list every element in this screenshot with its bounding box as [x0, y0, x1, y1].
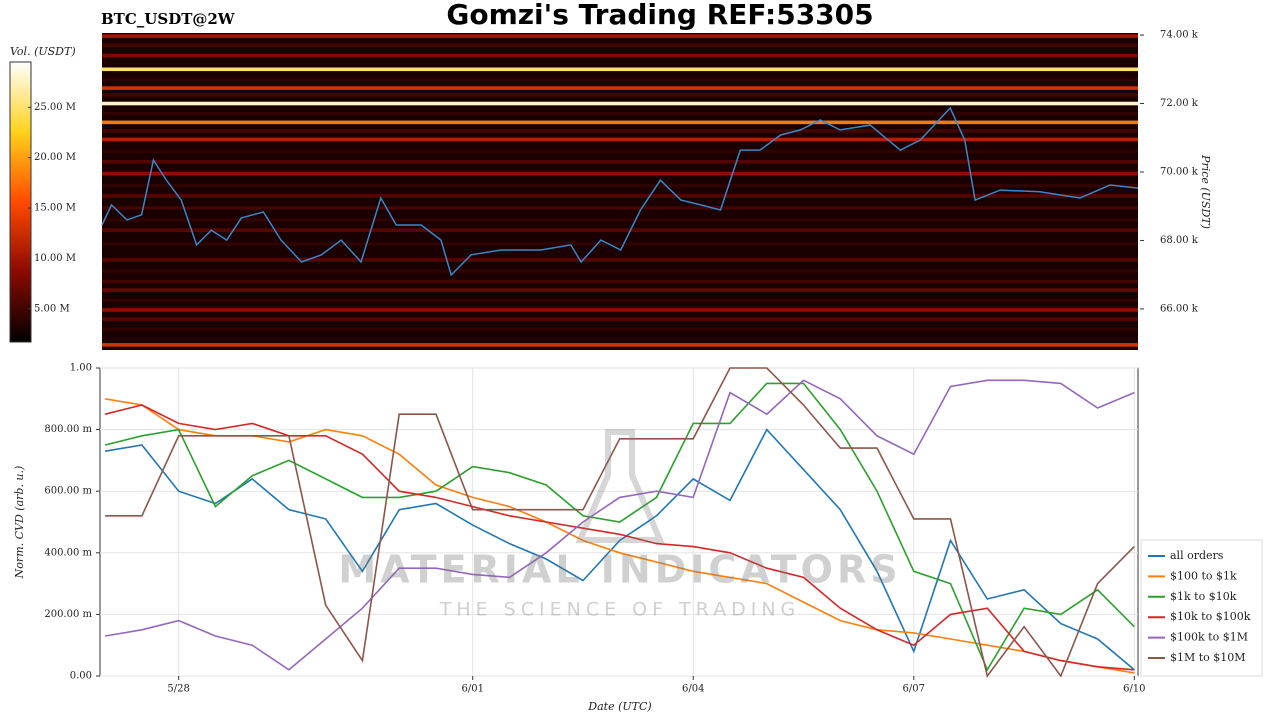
- legend-label: $100 to $1k: [1170, 569, 1237, 582]
- order-band: [102, 101, 1138, 106]
- order-band: [102, 317, 1138, 321]
- order-band: [102, 183, 1138, 188]
- order-band: [102, 269, 1138, 274]
- order-band: [102, 149, 1138, 154]
- order-band: [102, 137, 1138, 142]
- y-tick-label: 400.00 m: [44, 547, 92, 558]
- order-band: [102, 298, 1138, 303]
- order-band: [102, 228, 1138, 232]
- y-tick-label: 70.00 k: [1160, 166, 1199, 177]
- watermark-logo: [575, 429, 665, 543]
- legend: [1140, 539, 1263, 677]
- order-band: [102, 206, 1138, 210]
- order-band: [102, 86, 1138, 90]
- order-band: [102, 53, 1138, 58]
- y-tick-label: 66.00 k: [1160, 303, 1199, 314]
- watermark-text: THE SCIENCE OF TRADING: [439, 599, 801, 621]
- order-band: [102, 77, 1138, 82]
- x-tick-label: 6/01: [461, 684, 483, 695]
- order-band: [102, 327, 1138, 332]
- y-axis-label: Price (USDT): [1199, 154, 1212, 229]
- colorbar-tick-label: 5.00 M: [34, 303, 70, 314]
- colorbar-tick-label: 25.00 M: [34, 102, 76, 113]
- order-band: [102, 308, 1138, 312]
- colorbar-tick-label: 15.00 M: [34, 203, 76, 214]
- y-axis-label: Norm. CVD (arb. u.): [13, 466, 26, 580]
- order-band: [102, 258, 1138, 262]
- y-tick-label: 1.00: [70, 363, 92, 374]
- y-tick-label: 68.00 k: [1160, 235, 1199, 246]
- order-band: [102, 171, 1138, 176]
- y-tick-label: 600.00 m: [44, 486, 92, 497]
- legend-label: all orders: [1170, 549, 1224, 562]
- cvd-line: [104, 428, 1135, 671]
- x-tick-label: 5/28: [167, 684, 189, 695]
- order-band: [102, 288, 1138, 292]
- order-band: [102, 159, 1138, 164]
- order-band: [102, 242, 1138, 246]
- order-band: [102, 93, 1138, 97]
- order-band: [102, 194, 1138, 198]
- x-axis-label: Date (UTC): [587, 700, 651, 713]
- y-tick-label: 800.00 m: [44, 424, 92, 435]
- y-tick-label: 72.00 k: [1160, 98, 1199, 109]
- order-band: [102, 129, 1138, 133]
- y-tick-label: 0.00: [70, 671, 92, 682]
- legend-label: $10k to $100k: [1170, 610, 1251, 623]
- cvd-line: [105, 367, 1135, 678]
- order-band: [102, 43, 1138, 48]
- watermark-text: MATERIAL INDICATORS: [338, 548, 901, 592]
- order-band: [102, 120, 1138, 125]
- x-tick-label: 6/07: [903, 684, 925, 695]
- order-band: [102, 34, 1138, 38]
- price-line: [101, 106, 1139, 277]
- legend-label: $100k to $1M: [1170, 631, 1248, 644]
- order-band: [102, 67, 1138, 72]
- y-tick-label: 200.00 m: [44, 609, 92, 620]
- order-band: [102, 279, 1138, 284]
- heatmap-background: [102, 33, 1138, 350]
- cvd-line: [104, 404, 1135, 671]
- legend-label: $1M to $10M: [1170, 651, 1246, 664]
- x-tick-label: 6/10: [1123, 684, 1145, 695]
- order-band: [102, 111, 1138, 116]
- legend-label: $1k to $10k: [1170, 590, 1237, 603]
- chart-subtitle: BTC_USDT@2W: [101, 10, 236, 28]
- colorbar-tick-label: 20.00 M: [34, 152, 76, 163]
- x-tick-label: 6/04: [682, 684, 704, 695]
- colorbar-tick-label: 10.00 M: [34, 253, 76, 264]
- colorbar-label: Vol. (USDT): [10, 45, 76, 58]
- cvd-line: [104, 398, 1135, 674]
- chart-title: Gomzi's Trading REF:53305: [446, 0, 873, 31]
- order-band: [102, 343, 1138, 347]
- colorbar: [9, 61, 32, 343]
- y-tick-label: 74.00 k: [1160, 30, 1199, 41]
- order-band: [102, 218, 1138, 222]
- cvd-line: [104, 379, 1135, 671]
